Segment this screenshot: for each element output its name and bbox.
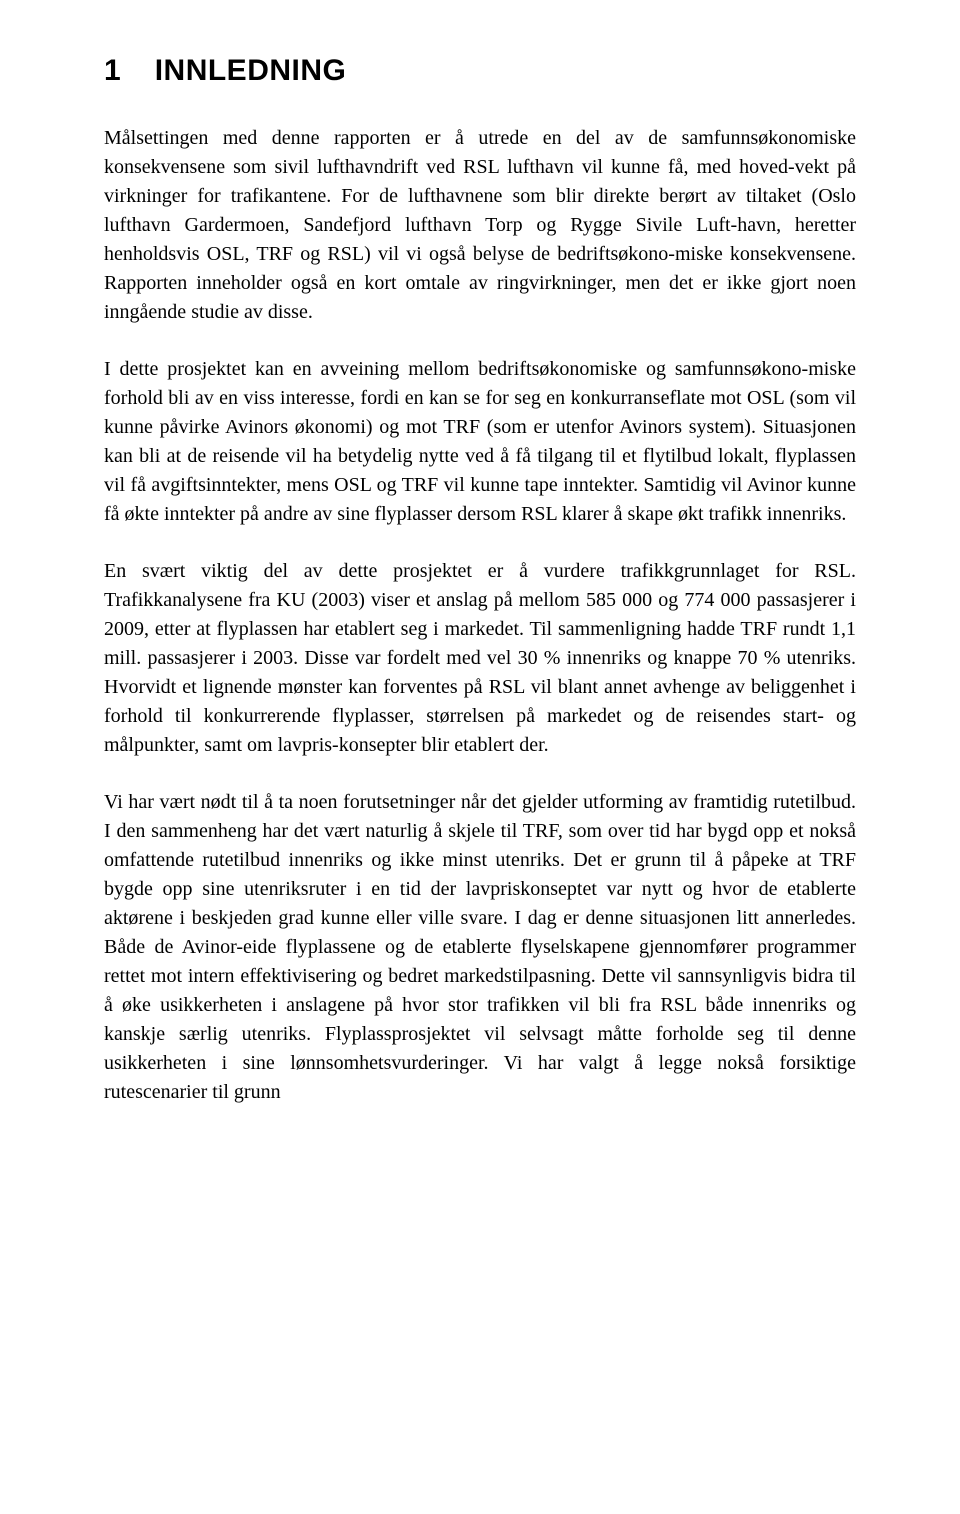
heading-number: 1	[104, 54, 121, 88]
body-paragraph: I dette prosjektet kan en avveining mell…	[104, 355, 856, 529]
section-heading: 1 INNLEDNING	[104, 54, 856, 88]
body-paragraph: En svært viktig del av dette prosjektet …	[104, 557, 856, 760]
body-paragraph: Målsettingen med denne rapporten er å ut…	[104, 124, 856, 327]
body-paragraph: Vi har vært nødt til å ta noen forutsetn…	[104, 788, 856, 1107]
heading-title: INNLEDNING	[155, 54, 347, 88]
document-page: 1 INNLEDNING Målsettingen med denne rapp…	[0, 0, 960, 1514]
